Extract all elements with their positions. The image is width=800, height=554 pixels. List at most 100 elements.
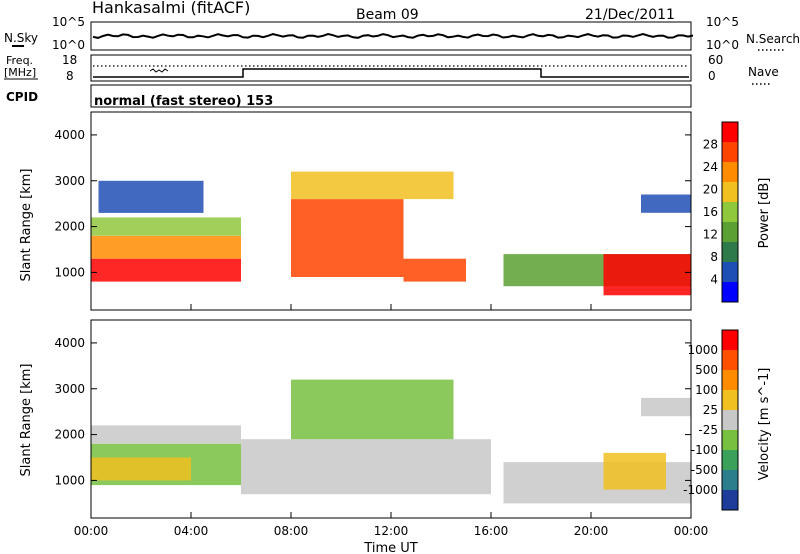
- noise-tick-bottom-right: 10^0: [706, 38, 739, 52]
- velocity-y-tick-label: 1000: [54, 473, 85, 487]
- power-colorbar-swatch: [722, 282, 738, 302]
- power-y-tick-label: 1000: [54, 265, 85, 279]
- velocity-colorbar-swatch: [722, 350, 738, 370]
- power-region-5: [291, 171, 454, 200]
- velocity-colorbar-swatch: [722, 410, 738, 430]
- power-y-axis: 4000 3000 2000 1000: [54, 128, 691, 279]
- power-region-3: [98, 180, 204, 213]
- velocity-colorbar-swatch: [722, 370, 738, 390]
- noise-panel: N.Sky 10^5 10^0 10^5 10^0 N.Search: [4, 15, 800, 52]
- station-title: Hankasalmi (fitACF): [92, 0, 250, 17]
- time-x-axis: 00:00 04:00 08:00 12:00 16:00 20:00 00:00: [74, 304, 709, 538]
- velocity-region-6: [603, 452, 666, 490]
- power-colorbar-swatch: [722, 242, 738, 262]
- velocity-heatmap: [91, 379, 691, 504]
- velocity-colorbar-label: Velocity [m s^-1]: [757, 368, 772, 481]
- velocity-y-tick-label: 4000: [54, 336, 85, 350]
- velocity-colorbar-tick-label: -1000: [683, 483, 718, 497]
- noise-tick-bottom-left: 10^0: [52, 38, 85, 52]
- power-colorbar-swatch: [722, 142, 738, 162]
- velocity-colorbar-swatch: [722, 470, 738, 490]
- power-region-6: [403, 258, 466, 282]
- x-tick-label: 20:00: [574, 524, 609, 538]
- velocity-region-7: [641, 397, 691, 417]
- power-region-1: [91, 235, 241, 259]
- freq-left-label-2: [MHz]: [4, 66, 36, 79]
- x-tick-label: 04:00: [174, 524, 209, 538]
- power-region-8: [603, 254, 691, 296]
- velocity-colorbar-tick-label: -500: [691, 463, 718, 477]
- velocity-y-tick-label: 2000: [54, 428, 85, 442]
- power-colorbar-swatch: [722, 222, 738, 242]
- x-axis-label: Time UT: [363, 541, 417, 554]
- noise-right-label: N.Search: [746, 32, 800, 46]
- freq-tick-bottom: 8: [66, 69, 74, 83]
- power-heatmap: [91, 171, 691, 296]
- power-region-4: [291, 199, 404, 277]
- velocity-region-4: [291, 379, 454, 440]
- freq-left-label-1: Freq.: [6, 54, 33, 67]
- x-tick-label: 00:00: [674, 524, 709, 538]
- velocity-colorbar-swatch: [722, 450, 738, 470]
- frequency-panel: Freq. [MHz] 18 8 60 0 Nave: [4, 53, 779, 85]
- velocity-region-0: [91, 425, 241, 444]
- power-y-tick-label: 2000: [54, 220, 85, 234]
- noise-sky-line: [92, 32, 694, 39]
- freq-tick-top: 18: [62, 53, 77, 67]
- velocity-colorbar-tick-label: 500: [695, 363, 718, 377]
- velocity-colorbar-swatch: [722, 330, 738, 350]
- cpid-frame: [90, 84, 692, 108]
- power-colorbar-tick-label: 24: [703, 160, 718, 174]
- velocity-panel: 4000 3000 2000 1000 Slant Range [km]: [19, 319, 692, 519]
- cpid-label: CPID: [6, 90, 38, 104]
- nave-right-label: Nave: [748, 65, 779, 79]
- power-colorbar-swatch: [722, 182, 738, 202]
- nave-tick-top: 60: [708, 53, 723, 67]
- power-colorbar-label: Power [dB]: [757, 178, 772, 249]
- power-colorbar-tick-label: 28: [703, 138, 718, 152]
- power-colorbar-frame: [721, 121, 739, 303]
- nave-tick-bottom: 0: [708, 69, 716, 83]
- velocity-colorbar-tick-label: 100: [695, 383, 718, 397]
- velocity-region-2: [91, 457, 191, 481]
- velocity-colorbar-swatch: [722, 430, 738, 450]
- frequency-panel-frame: [90, 54, 692, 82]
- frequency-jitter: [149, 68, 169, 73]
- power-colorbar-swatch: [722, 202, 738, 222]
- power-y-tick-label: 3000: [54, 174, 85, 188]
- power-y-tick-label: 4000: [54, 128, 85, 142]
- noise-tick-top-right: 10^5: [706, 15, 739, 29]
- velocity-y-axis-label: Slant Range [km]: [19, 364, 34, 477]
- power-colorbar-swatch: [722, 162, 738, 182]
- velocity-y-tick-label: 3000: [54, 382, 85, 396]
- power-colorbar-tick-label: 16: [703, 205, 718, 219]
- velocity-colorbar-tick-label: -25: [698, 423, 718, 437]
- velocity-region-3: [241, 439, 491, 495]
- velocity-colorbar-tick-label: -100: [691, 443, 718, 457]
- cpid-mode: normal (fast stereo) 153: [94, 94, 273, 109]
- x-tick-label: 12:00: [374, 524, 409, 538]
- power-colorbar-tick-label: 12: [703, 228, 718, 242]
- date-title: 21/Dec/2011: [585, 7, 675, 23]
- power-colorbar: 28 24 20 16 12 8 4: [703, 121, 739, 303]
- velocity-colorbar-tick-label: 1000: [687, 343, 718, 357]
- power-y-axis-label: Slant Range [km]: [19, 169, 34, 282]
- noise-left-label: N.Sky: [4, 31, 38, 45]
- velocity-colorbar-swatch: [722, 490, 738, 510]
- x-tick-label: 08:00: [274, 524, 309, 538]
- power-region-2: [91, 217, 241, 236]
- power-colorbar-tick-label: 4: [710, 273, 718, 287]
- power-colorbar-swatch: [722, 122, 738, 142]
- noise-tick-top-left: 10^5: [52, 15, 85, 29]
- velocity-colorbar-swatch: [722, 390, 738, 410]
- velocity-colorbar-tick-label: 25: [703, 403, 718, 417]
- velocity-colorbar: 1000 500 100 25 -25 -100 -500 -1000: [683, 329, 739, 511]
- frequency-step-line: [93, 68, 689, 78]
- velocity-y-axis: 4000 3000 2000 1000: [54, 336, 691, 487]
- power-colorbar-tick-label: 8: [710, 250, 718, 264]
- x-tick-label: 16:00: [474, 524, 509, 538]
- power-panel: 4000 3000 2000 1000 Slant Range [km]: [19, 111, 692, 311]
- power-region-9: [641, 194, 691, 213]
- power-colorbar-swatch: [722, 262, 738, 282]
